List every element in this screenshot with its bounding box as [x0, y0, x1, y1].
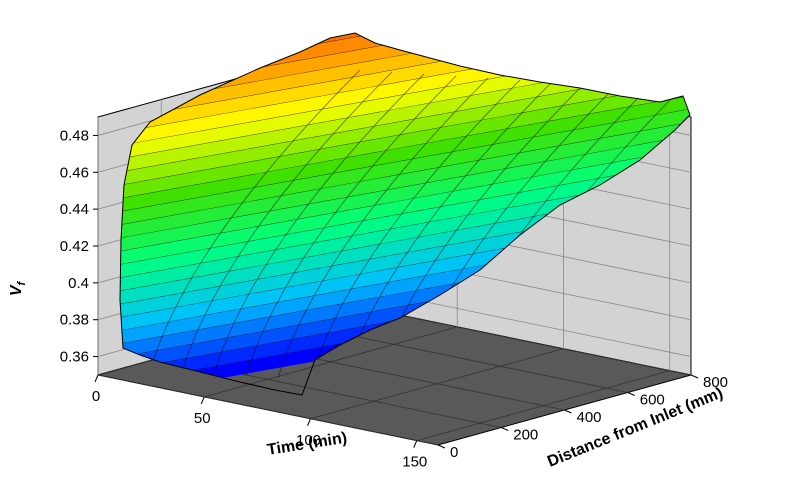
y-tick-label-2: 400 [577, 409, 602, 426]
x-tick-0 [94, 374, 99, 383]
axis-ticks: 0.36 0.38 0.4 0.42 0.44 0.46 0.48 0 50 100 150 0 200… [60, 127, 728, 470]
x-tick-2 [307, 418, 311, 426]
y-tick-label-4: 800 [703, 374, 728, 391]
surface-band-21 [120, 33, 690, 123]
surface-band-10 [120, 142, 690, 268]
x-grid-floor-2 [310, 348, 564, 420]
ridge-line-3 [245, 75, 457, 377]
z-axis-label-main: V [8, 284, 25, 296]
y-tick-4 [690, 374, 699, 379]
svg-text:Vf: Vf [8, 281, 28, 297]
z-tick-label-5: 0.46 [60, 164, 89, 181]
x-tick-label-2: 100 [296, 432, 321, 449]
ridge-line-1 [181, 71, 393, 373]
x-tick-1 [200, 396, 205, 405]
surface-band-13 [120, 102, 690, 229]
ridge-line-2 [213, 73, 425, 375]
surface-band-11 [120, 128, 690, 255]
z-tick-label-0: 0.36 [60, 349, 89, 366]
y-tick-3 [627, 392, 635, 396]
y-tick-label-1: 200 [513, 427, 538, 444]
y-grid-floor-0 [97, 374, 439, 446]
z-axis-label-sub: f [16, 281, 28, 286]
z-tick-label-1: 0.38 [60, 312, 89, 329]
x-tick-label-3: 150 [402, 454, 427, 471]
y-tick-label-0: 0 [450, 444, 458, 461]
contour-line-25 [120, 33, 690, 57]
y-tick-1 [501, 427, 509, 431]
z-tick-label-4: 0.44 [60, 201, 89, 218]
surface-band-16 [120, 62, 690, 189]
x-tick-label-0: 0 [92, 388, 100, 405]
y-tick-label-3: 600 [640, 392, 665, 409]
surface-band-15 [120, 75, 690, 202]
x-tick-label-1: 50 [194, 410, 211, 427]
contour-line-11 [120, 129, 690, 242]
ridge-line-4 [277, 77, 489, 379]
z-tick-label-3: 0.42 [60, 238, 89, 255]
surface-band-8 [120, 168, 690, 295]
surface-band-9 [120, 155, 690, 282]
z-tick-label-6: 0.48 [60, 127, 89, 144]
ridge-line-5 [309, 79, 521, 381]
surface-outline [119, 32, 691, 396]
z-axis-label: Vf [8, 281, 28, 297]
x-grid-floor-1 [204, 326, 458, 398]
surface-band-26 [120, 33, 690, 57]
y-tick-0 [437, 444, 446, 449]
contour-line-10 [120, 142, 690, 255]
x-tick-3 [413, 440, 418, 448]
contour-line-27 [100, 0, 720, 30]
contour-line-26 [120, 33, 690, 44]
x-grid-floor-3 [416, 370, 670, 442]
z-tick-label-2: 0.4 [68, 275, 89, 292]
surface-band-14 [120, 89, 690, 215]
ridge-line-0 [149, 69, 361, 371]
y-grid-floor-4 [350, 304, 692, 376]
surface-band-12 [120, 115, 690, 242]
surface-band-27 [120, 33, 690, 44]
contour-line-14 [120, 89, 690, 203]
y-tick-2 [564, 409, 572, 414]
